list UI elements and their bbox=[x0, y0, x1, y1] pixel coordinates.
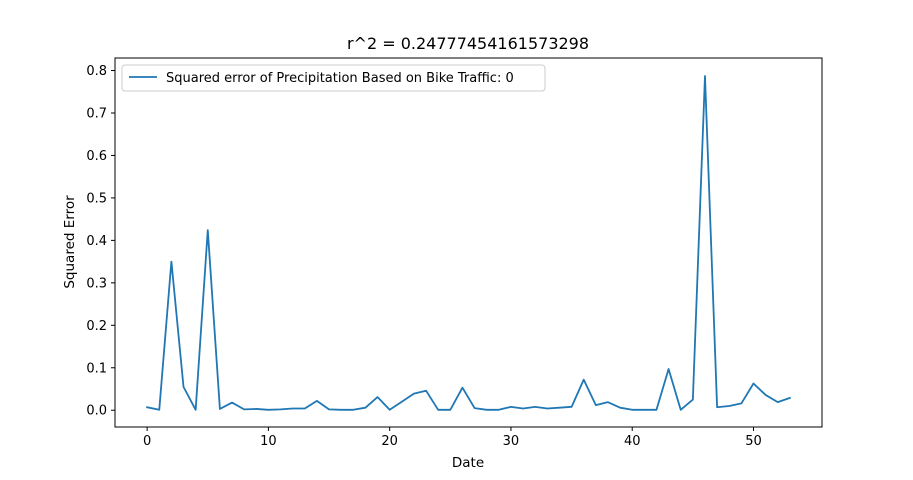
y-tick-label: 0.0 bbox=[86, 404, 107, 419]
x-tick-label: 30 bbox=[503, 434, 520, 449]
x-axis: 0 10 20 30 40 50 bbox=[143, 427, 762, 449]
y-tick-label: 0.6 bbox=[86, 149, 107, 164]
x-tick-label: 50 bbox=[745, 434, 762, 449]
x-axis-label: Date bbox=[452, 455, 484, 471]
y-axis: 0.0 0.1 0.2 0.3 0.4 0.5 0.6 0.7 0.8 bbox=[86, 64, 115, 419]
x-tick-label: 0 bbox=[143, 434, 151, 449]
y-axis-label: Squared Error bbox=[62, 195, 78, 289]
plot-frame bbox=[114, 57, 823, 428]
plot-area: 0 10 20 30 40 50 0.0 0.1 0.2 0.3 0.4 0.5 0.6 0.7 0.8 bbox=[86, 57, 823, 449]
y-tick-label: 0.1 bbox=[86, 361, 107, 376]
y-tick-label: 0.2 bbox=[86, 319, 107, 334]
y-tick-label: 0.8 bbox=[86, 64, 107, 79]
legend: Squared error of Precipitation Based on … bbox=[121, 64, 546, 92]
x-tick-label: 20 bbox=[381, 434, 398, 449]
x-tick-label: 40 bbox=[624, 434, 641, 449]
legend-box bbox=[121, 64, 546, 92]
x-tick-label: 10 bbox=[260, 434, 277, 449]
series-layer bbox=[146, 75, 792, 411]
y-tick-label: 0.3 bbox=[86, 276, 107, 291]
legend-label: Squared error of Precipitation Based on … bbox=[166, 71, 514, 86]
chart-title: r^2 = 0.24777454161573298 bbox=[347, 34, 589, 53]
series-line-0 bbox=[146, 75, 792, 411]
y-tick-label: 0.5 bbox=[86, 191, 107, 206]
y-tick-label: 0.4 bbox=[86, 234, 107, 249]
y-tick-label: 0.7 bbox=[86, 106, 107, 121]
